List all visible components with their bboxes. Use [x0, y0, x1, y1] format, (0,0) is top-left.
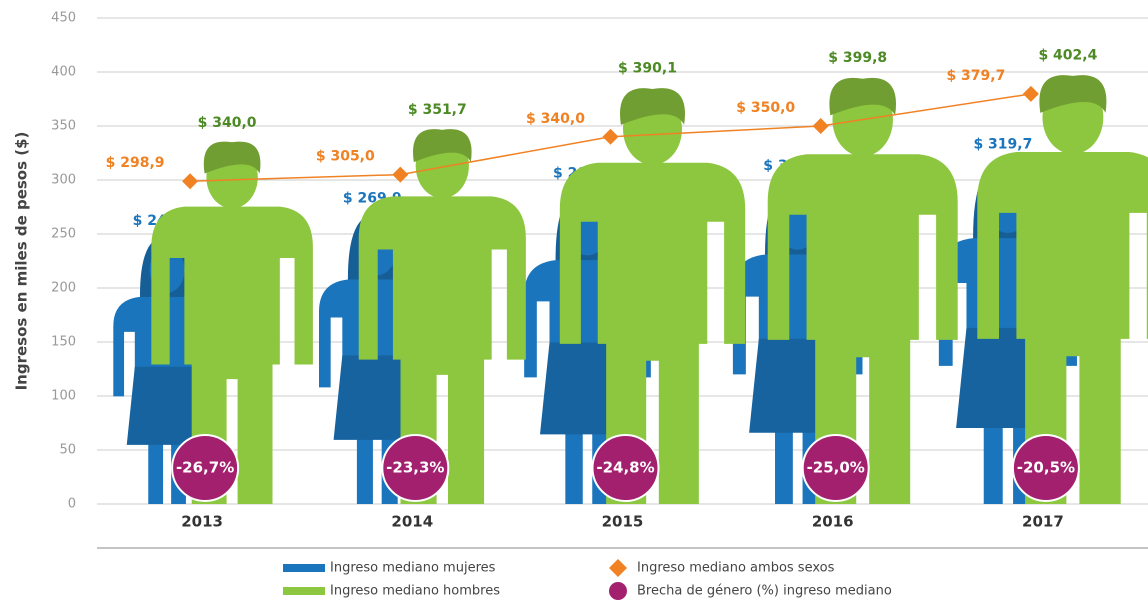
gap-label: -20,5% [1017, 459, 1075, 477]
x-tick-label: 2013 [181, 513, 223, 531]
legend-swatch [283, 564, 325, 572]
legend-label: Ingreso mediano hombres [330, 584, 500, 599]
value-label: $ 351,7 [408, 102, 467, 118]
marker [182, 173, 198, 189]
legend-label: Ingreso mediano mujeres [330, 561, 496, 576]
value-label: $ 319,7 [973, 137, 1032, 153]
value-label: $ 340,0 [198, 115, 257, 131]
value-label: $ 298,9 [106, 155, 165, 171]
value-label: $ 402,4 [1038, 47, 1097, 63]
y-tick-label: 100 [51, 389, 76, 404]
chart: Ingresos en miles de pesos ($) 0 50 100 150… [0, 0, 1148, 604]
y-tick-label: 200 [51, 281, 76, 296]
gap-label: -23,3% [386, 459, 444, 477]
legend-swatch [609, 559, 627, 577]
legend-label: Brecha de género (%) ingreso mediano [637, 584, 892, 599]
y-tick-label: 300 [51, 173, 76, 188]
value-label: $ 399,8 [828, 50, 887, 66]
y-tick-label: 450 [51, 11, 76, 26]
x-tick-label: 2017 [1022, 513, 1064, 531]
y-tick-label: 0 [68, 497, 76, 512]
gap-label: -26,7% [176, 459, 234, 477]
x-tick-label: 2014 [391, 513, 433, 531]
value-label: $ 390,1 [618, 61, 677, 77]
value-label: $ 305,0 [316, 149, 375, 165]
legend-swatch [609, 582, 627, 600]
y-tick-label: 150 [51, 335, 76, 350]
marker [1023, 86, 1039, 102]
legend-swatch [283, 587, 325, 595]
legend-label: Ingreso mediano ambos sexos [637, 561, 835, 576]
y-tick-label: 250 [51, 227, 76, 242]
x-tick-label: 2016 [812, 513, 854, 531]
y-tick-label: 400 [51, 65, 76, 80]
marker [813, 118, 829, 134]
marker [603, 129, 619, 145]
value-label: $ 379,7 [946, 68, 1005, 84]
gap-label: -25,0% [807, 459, 865, 477]
value-label: $ 350,0 [736, 100, 795, 116]
x-tick-label: 2015 [602, 513, 644, 531]
y-tick-label: 50 [59, 443, 76, 458]
gap-label: -24,8% [596, 459, 654, 477]
y-axis-label: Ingresos en miles de pesos ($) [13, 132, 31, 391]
value-label: $ 340,0 [526, 111, 585, 127]
y-tick-label: 350 [51, 119, 76, 134]
